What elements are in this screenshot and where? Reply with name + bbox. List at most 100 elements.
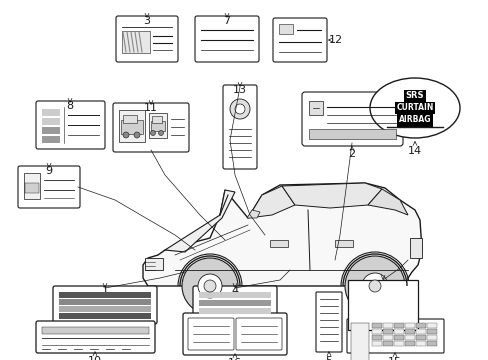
Bar	[347, 280, 417, 330]
FancyBboxPatch shape	[53, 286, 157, 324]
Bar	[371, 335, 381, 340]
Circle shape	[368, 280, 380, 292]
Bar	[426, 341, 436, 346]
Text: 3: 3	[143, 16, 150, 26]
Circle shape	[158, 130, 163, 135]
Bar	[199, 300, 270, 306]
Bar	[426, 323, 436, 328]
Bar	[42, 327, 149, 334]
FancyBboxPatch shape	[272, 18, 326, 62]
Circle shape	[198, 274, 222, 298]
Bar	[415, 341, 425, 346]
Polygon shape	[142, 183, 421, 286]
Polygon shape	[164, 190, 235, 252]
Bar	[149, 113, 167, 138]
Bar	[42, 118, 60, 125]
Bar	[199, 292, 270, 298]
FancyBboxPatch shape	[113, 103, 189, 152]
FancyBboxPatch shape	[223, 85, 257, 169]
Bar	[24, 173, 40, 199]
Bar	[371, 323, 381, 328]
Bar	[123, 115, 137, 123]
Text: 16: 16	[227, 358, 242, 360]
Bar	[426, 329, 436, 334]
FancyBboxPatch shape	[193, 286, 276, 318]
Polygon shape	[247, 186, 294, 218]
Bar	[151, 121, 164, 131]
Bar	[334, 240, 352, 247]
Text: 6: 6	[379, 278, 386, 288]
Text: 2: 2	[348, 149, 355, 159]
Polygon shape	[367, 189, 407, 215]
Bar	[25, 183, 39, 193]
Bar	[42, 127, 60, 134]
Bar	[119, 110, 145, 142]
FancyBboxPatch shape	[302, 92, 402, 146]
Circle shape	[134, 132, 140, 138]
Bar	[393, 341, 403, 346]
Bar	[415, 329, 425, 334]
Text: AIRBAG: AIRBAG	[398, 116, 430, 125]
Text: 1: 1	[102, 286, 108, 296]
Bar	[122, 31, 150, 53]
Bar	[404, 335, 414, 340]
Circle shape	[235, 104, 244, 114]
Text: 7: 7	[223, 16, 230, 26]
Bar	[415, 323, 425, 328]
Bar	[145, 258, 163, 270]
FancyBboxPatch shape	[236, 318, 282, 350]
Bar	[404, 341, 414, 346]
Text: 12: 12	[328, 35, 343, 45]
Bar	[42, 136, 60, 143]
Bar	[393, 329, 403, 334]
Text: CURTAIN: CURTAIN	[395, 104, 433, 112]
Bar	[426, 335, 436, 340]
Polygon shape	[246, 210, 260, 218]
Bar	[404, 329, 414, 334]
Bar	[393, 323, 403, 328]
Circle shape	[229, 99, 249, 119]
Text: 9: 9	[45, 166, 52, 176]
FancyBboxPatch shape	[36, 101, 105, 149]
Bar	[308, 101, 323, 115]
Circle shape	[203, 280, 216, 292]
Bar	[59, 306, 151, 312]
Ellipse shape	[369, 78, 459, 138]
Bar	[199, 308, 270, 314]
Bar	[371, 341, 381, 346]
Circle shape	[150, 130, 155, 135]
Bar	[409, 238, 421, 258]
Bar	[308, 129, 395, 139]
Bar	[382, 329, 392, 334]
Text: 15: 15	[387, 357, 401, 360]
Text: 14: 14	[407, 146, 421, 156]
FancyBboxPatch shape	[346, 319, 443, 353]
Polygon shape	[282, 183, 381, 208]
Circle shape	[345, 256, 404, 316]
Text: SRS: SRS	[405, 91, 424, 100]
Bar	[121, 120, 142, 134]
Bar	[269, 240, 287, 247]
Bar	[371, 329, 381, 334]
Bar	[152, 116, 162, 123]
Bar	[59, 313, 151, 319]
Bar	[279, 24, 292, 34]
Circle shape	[182, 258, 238, 314]
FancyBboxPatch shape	[116, 16, 178, 62]
FancyBboxPatch shape	[18, 166, 80, 208]
Text: 8: 8	[66, 101, 73, 111]
Bar	[350, 323, 368, 360]
Bar	[393, 335, 403, 340]
Bar	[404, 323, 414, 328]
FancyBboxPatch shape	[187, 318, 234, 350]
FancyBboxPatch shape	[195, 16, 259, 62]
FancyBboxPatch shape	[183, 313, 286, 355]
Bar	[59, 292, 151, 298]
Bar	[59, 299, 151, 305]
Text: 5: 5	[325, 356, 332, 360]
Circle shape	[361, 273, 387, 299]
Bar	[415, 335, 425, 340]
Text: 4: 4	[231, 286, 238, 296]
Bar	[382, 341, 392, 346]
Text: 13: 13	[232, 85, 246, 95]
